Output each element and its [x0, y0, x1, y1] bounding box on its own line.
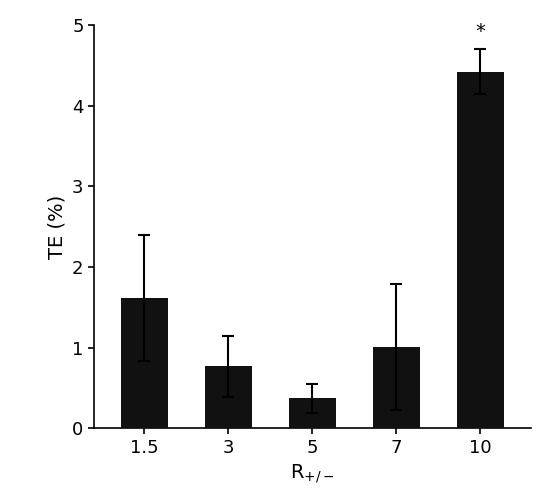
Bar: [205, 366, 252, 428]
Bar: [373, 347, 420, 428]
Bar: [457, 72, 504, 428]
Text: *: *: [476, 22, 486, 41]
Bar: [289, 398, 336, 428]
Y-axis label: TE (%): TE (%): [48, 194, 66, 259]
X-axis label: R$_{+/-}$: R$_{+/-}$: [290, 462, 335, 485]
Bar: [121, 298, 168, 428]
